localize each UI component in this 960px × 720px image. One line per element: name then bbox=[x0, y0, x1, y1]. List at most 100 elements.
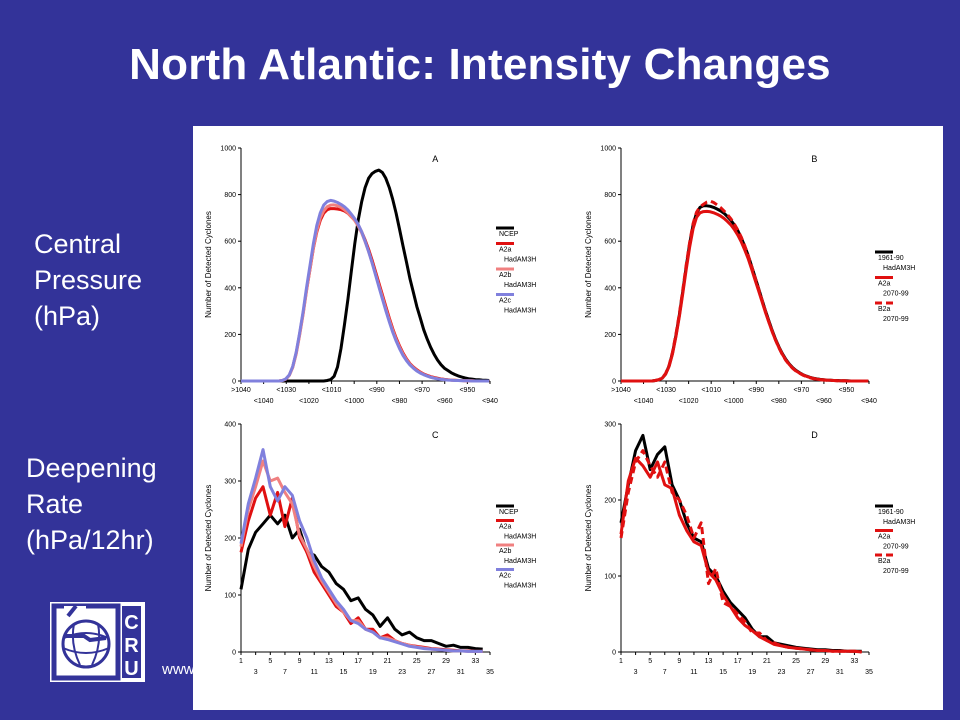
y-tick-label: 200 bbox=[224, 536, 236, 543]
series-line bbox=[621, 209, 869, 383]
x-tick-label: 9 bbox=[677, 658, 681, 665]
x-tick-label: 1 bbox=[619, 658, 623, 665]
legend-label: 1961-90 bbox=[878, 255, 904, 262]
series-line bbox=[621, 199, 869, 383]
y-tick-label: 200 bbox=[224, 332, 236, 339]
x-tick-label: 23 bbox=[778, 669, 786, 676]
y-tick-label: 800 bbox=[604, 192, 616, 199]
x-tick-label: 15 bbox=[340, 669, 348, 676]
legend-label: HadAM3H bbox=[504, 257, 536, 264]
x-tick-label: 35 bbox=[486, 669, 494, 676]
legend-label: 2070-99 bbox=[883, 568, 909, 575]
legend-label: A2a bbox=[499, 247, 512, 254]
x-tick-label: 35 bbox=[865, 669, 873, 676]
x-tick-label: <980 bbox=[392, 398, 408, 405]
x-tick-label: <970 bbox=[414, 387, 430, 394]
legend-label: A2c bbox=[499, 298, 512, 305]
label-line: Deepening bbox=[26, 453, 157, 483]
y-tick-label: 200 bbox=[604, 332, 616, 339]
x-tick-label: <940 bbox=[482, 398, 498, 405]
y-tick-label: 0 bbox=[612, 650, 616, 657]
legend-label: HadAM3H bbox=[504, 558, 536, 565]
x-tick-label: 7 bbox=[283, 669, 287, 676]
series-line bbox=[239, 448, 483, 653]
x-tick-label: 15 bbox=[719, 669, 727, 676]
x-tick-label: <950 bbox=[839, 387, 855, 394]
series-line bbox=[241, 203, 490, 383]
footer-url: www bbox=[162, 661, 195, 678]
x-tick-label: <1030 bbox=[276, 387, 296, 394]
x-tick-label: 1 bbox=[239, 658, 243, 665]
legend-label: A2a bbox=[499, 524, 512, 531]
series-line bbox=[241, 207, 490, 383]
x-tick-label: 17 bbox=[354, 658, 362, 665]
x-tick-label: <1000 bbox=[344, 398, 364, 405]
legend-label: A2b bbox=[499, 548, 512, 555]
y-tick-label: 400 bbox=[604, 285, 616, 292]
legend-label: 2070-99 bbox=[883, 544, 909, 551]
y-tick-label: 100 bbox=[604, 574, 616, 581]
legend-label: HadAM3H bbox=[504, 583, 536, 590]
series-line bbox=[241, 168, 490, 383]
y-axis-label: Number of Detected Cyclones bbox=[204, 211, 213, 318]
legend-label: 1961-90 bbox=[878, 509, 904, 516]
label-line: (hPa/12hr) bbox=[26, 525, 154, 555]
legend-label: B2a bbox=[878, 558, 891, 565]
x-tick-label: <990 bbox=[748, 387, 764, 394]
panel-label: B bbox=[811, 154, 817, 164]
legend-label: HadAM3H bbox=[504, 308, 536, 315]
cru-logo: C R U bbox=[50, 602, 145, 682]
x-tick-label: 21 bbox=[763, 658, 771, 665]
charts-panel: 0 200 400 600 800 1000 >1040 <1030 <1010 <990 <970… bbox=[193, 126, 943, 710]
y-tick-label: 400 bbox=[224, 422, 236, 429]
legend-label: A2b bbox=[499, 272, 512, 279]
x-tick-label: 29 bbox=[821, 658, 829, 665]
y-tick-label: 200 bbox=[604, 498, 616, 505]
logo-letter: C bbox=[124, 612, 138, 634]
series-line bbox=[239, 459, 483, 653]
chart-A: 0 200 400 600 800 1000 >1040 <1030 <1010 <990 <970… bbox=[204, 146, 536, 406]
x-tick-label: <960 bbox=[437, 398, 453, 405]
deepening-rate-label: Deepening Rate (hPa/12hr) bbox=[26, 450, 157, 558]
x-tick-label: <1000 bbox=[724, 398, 744, 405]
x-tick-label: 9 bbox=[298, 658, 302, 665]
legend-label: 2070-99 bbox=[883, 291, 909, 298]
x-tick-label: 17 bbox=[734, 658, 742, 665]
x-tick-label: 29 bbox=[442, 658, 450, 665]
panel-label: C bbox=[432, 430, 439, 440]
legend-label: B2a bbox=[878, 306, 891, 313]
x-tick-label: <980 bbox=[771, 398, 787, 405]
chart-B: 0 200 400 600 800 1000 >1040 <1030 <1010 <990 <970… bbox=[584, 146, 915, 406]
series-line bbox=[621, 204, 869, 383]
legend-label: HadAM3H bbox=[883, 265, 915, 272]
x-tick-label: 21 bbox=[384, 658, 392, 665]
y-axis-label: Number of Detected Cyclones bbox=[584, 211, 593, 318]
x-tick-label: 31 bbox=[836, 669, 844, 676]
x-tick-label: <960 bbox=[816, 398, 832, 405]
y-tick-label: 800 bbox=[224, 192, 236, 199]
x-tick-label: 11 bbox=[311, 669, 318, 676]
logo-letter: U bbox=[124, 658, 138, 680]
y-tick-label: 100 bbox=[224, 593, 236, 600]
y-tick-label: 1000 bbox=[600, 146, 616, 153]
x-tick-label: <990 bbox=[369, 387, 385, 394]
label-line: Rate bbox=[26, 489, 84, 519]
x-tick-label: <1020 bbox=[679, 398, 699, 405]
x-tick-label: 27 bbox=[807, 669, 815, 676]
legend-label: A2a bbox=[878, 534, 891, 541]
legend-label: HadAM3H bbox=[883, 519, 915, 526]
x-tick-label: 7 bbox=[663, 669, 667, 676]
y-tick-label: 0 bbox=[232, 379, 236, 386]
x-tick-label: 5 bbox=[268, 658, 272, 665]
x-tick-label: <1010 bbox=[701, 387, 721, 394]
y-tick-label: 0 bbox=[232, 650, 236, 657]
panel-label: A bbox=[432, 154, 438, 164]
y-tick-label: 400 bbox=[224, 285, 236, 292]
x-tick-label: 25 bbox=[413, 658, 421, 665]
x-tick-label: <1040 bbox=[254, 398, 274, 405]
x-tick-label: <1030 bbox=[656, 387, 676, 394]
x-tick-label: <970 bbox=[793, 387, 809, 394]
x-tick-label: 27 bbox=[428, 669, 436, 676]
